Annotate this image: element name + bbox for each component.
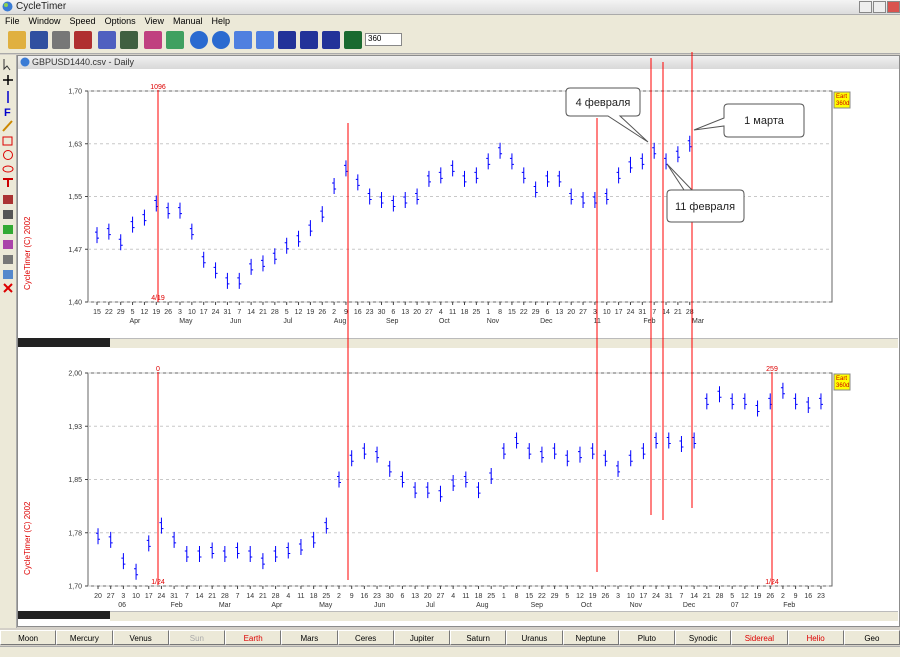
- title-bar: CycleTimer: [0, 0, 900, 15]
- scroll-right-tool[interactable]: [256, 31, 274, 49]
- minimize-button[interactable]: [859, 1, 872, 13]
- close-button[interactable]: [887, 1, 900, 13]
- wk-tool[interactable]: [300, 31, 318, 49]
- tool-icons: F: [2, 59, 14, 293]
- planet-tab[interactable]: Moon: [0, 630, 57, 645]
- menu-item[interactable]: Window: [28, 16, 61, 26]
- chart-header: [18, 339, 110, 347]
- planet-tool[interactable]: [344, 31, 362, 49]
- scroll-left-tool[interactable]: [234, 31, 252, 49]
- menu-item[interactable]: File: [5, 16, 20, 26]
- maximize-button[interactable]: [873, 1, 886, 13]
- chart-window-title-bar: GBPUSD1440.csv - Daily: [18, 56, 899, 69]
- drawing-tools: F: [0, 55, 17, 628]
- menu-bar: File Window Speed Options View Manual Help: [0, 15, 900, 28]
- print-tool[interactable]: [52, 31, 70, 49]
- zoom-in-tool[interactable]: [190, 31, 208, 49]
- svg-text:F: F: [4, 107, 11, 119]
- degree-input[interactable]: 360: [365, 33, 402, 46]
- dy-tool[interactable]: [278, 31, 296, 49]
- window-title: CycleTimer: [16, 1, 67, 12]
- color-tool[interactable]: [144, 31, 162, 49]
- menu-item[interactable]: Manual: [172, 16, 203, 26]
- menu-item[interactable]: View: [144, 16, 164, 26]
- wave-tool[interactable]: [166, 31, 184, 49]
- planet-tab[interactable]: Sun: [168, 630, 225, 645]
- planet-tab[interactable]: Saturn: [450, 630, 507, 645]
- chart-window-title: GBPUSD1440.csv - Daily: [32, 57, 135, 67]
- planet-tab[interactable]: Mars: [281, 630, 338, 645]
- planet-tabs: Moon Mercury Venus Sun Earth Mars Ceres Jupiter…: [0, 630, 900, 646]
- book-tool[interactable]: [120, 31, 138, 49]
- planet-tab[interactable]: Venus: [112, 630, 169, 645]
- scrollbar[interactable]: [110, 338, 898, 348]
- toolbar: [0, 28, 900, 54]
- bars-tool[interactable]: [98, 31, 116, 49]
- planet-tab[interactable]: Helio: [787, 630, 844, 645]
- planet-tab[interactable]: Earth: [225, 630, 282, 645]
- scrollbar[interactable]: [110, 611, 898, 621]
- clipboard-tool[interactable]: [74, 31, 92, 49]
- planet-tab[interactable]: Mercury: [56, 630, 113, 645]
- planet-tab[interactable]: Neptune: [562, 630, 619, 645]
- status-bar: [0, 646, 900, 657]
- planet-tab[interactable]: Ceres: [337, 630, 394, 645]
- doc-icon: [20, 57, 30, 67]
- planet-tab[interactable]: Sidereal: [731, 630, 788, 645]
- save-tool[interactable]: [30, 31, 48, 49]
- planet-tab[interactable]: Synodic: [675, 630, 732, 645]
- planet-tab[interactable]: Jupiter: [393, 630, 450, 645]
- menu-item[interactable]: Speed: [69, 16, 96, 26]
- mn-tool[interactable]: [322, 31, 340, 49]
- app-icon: [2, 1, 13, 12]
- chart-header: [18, 611, 110, 619]
- planet-tab[interactable]: Geo: [843, 630, 900, 645]
- zoom-out-tool[interactable]: [212, 31, 230, 49]
- planet-tab[interactable]: Pluto: [618, 630, 675, 645]
- menu-item[interactable]: Options: [104, 16, 136, 26]
- open-tool[interactable]: [8, 31, 26, 49]
- menu-item[interactable]: Help: [211, 16, 230, 26]
- planet-tab[interactable]: Uranus: [506, 630, 563, 645]
